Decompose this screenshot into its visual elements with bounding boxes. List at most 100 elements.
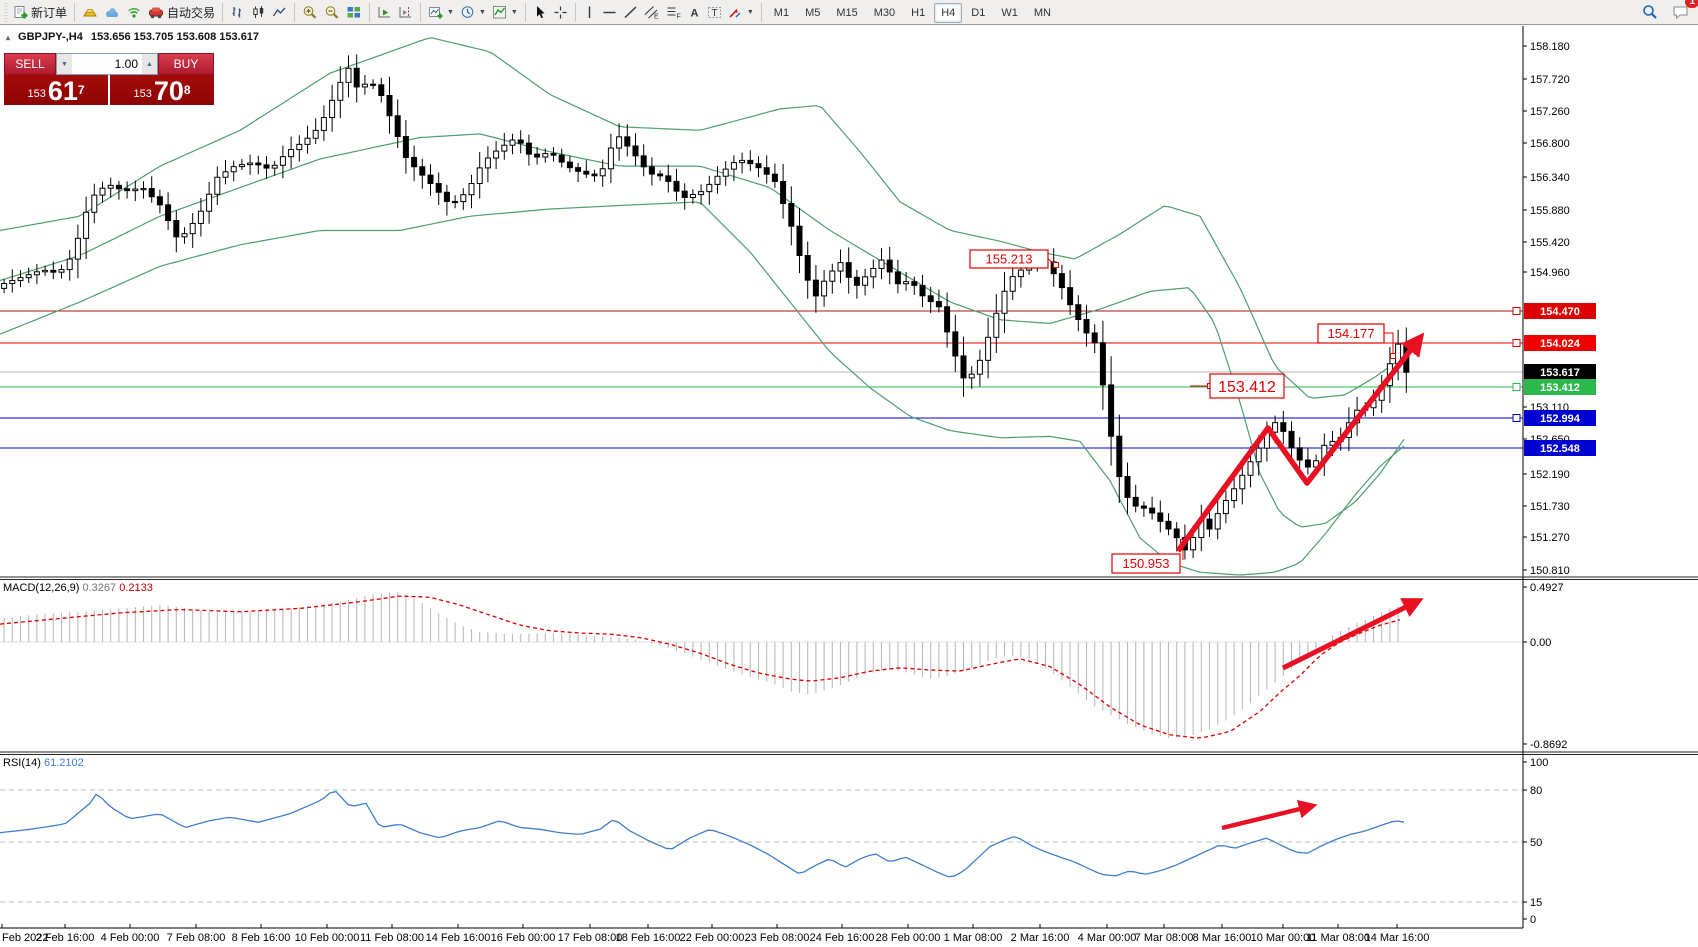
volume-decrease-button[interactable]: ▼ [57, 54, 72, 74]
sell-price-base: 153 [27, 88, 46, 100]
horizontal-line-button[interactable] [599, 1, 620, 23]
price-tick: 154.960 [1530, 267, 1570, 279]
macd-panel [0, 591, 1523, 739]
time-tick-label: 2 Mar 16:00 [1011, 932, 1070, 944]
tile-windows-button[interactable] [343, 1, 365, 23]
autotrade-button[interactable]: 自动交易 [145, 1, 218, 23]
price-callout-155213[interactable]: 155.213 [969, 249, 1059, 269]
time-tick-label: 11 Mar 08:00 [1306, 932, 1370, 944]
fibonacci-icon: F [666, 5, 682, 20]
sell-price-pip: 7 [77, 83, 85, 97]
price-callout-154177[interactable]: 154.177 [1317, 323, 1396, 359]
price-axis-label-152994: 152.994 [1512, 410, 1596, 426]
buy-button[interactable]: BUY [158, 53, 214, 75]
crosshair-icon [553, 5, 568, 20]
sell-button[interactable]: SELL [4, 53, 56, 75]
volume-box: ▼ 1.00 ▲ [56, 53, 158, 75]
zoom-out-button[interactable] [321, 1, 343, 23]
new-order-button[interactable]: 新订单 [10, 1, 70, 23]
price-tick: 156.340 [1530, 172, 1570, 184]
price-axis-label-154470: 154.470 [1512, 303, 1596, 319]
trend-arrow-main[interactable] [1175, 332, 1425, 553]
period-dropdown[interactable]: ▼ [457, 1, 489, 23]
price-callout-150953[interactable]: 150.953 [1111, 539, 1186, 574]
zoom-in-button[interactable] [299, 1, 321, 23]
main-price-panel: 155.213 154.177 153.412 150.953 [0, 37, 1523, 576]
zoom-in-icon [302, 5, 318, 20]
svg-text:155.213: 155.213 [986, 252, 1033, 267]
auto-scroll-button[interactable] [374, 1, 395, 23]
timeframe-button-w1[interactable]: W1 [1001, 7, 1018, 19]
panel-frame [0, 26, 1698, 929]
bar-chart-icon [230, 5, 245, 20]
vertical-line-icon [583, 5, 596, 20]
timeframe-button-mn[interactable]: MN [1033, 7, 1051, 19]
indicators-dropdown[interactable]: ▼ [489, 1, 521, 23]
svg-text:154.024: 154.024 [1540, 338, 1581, 350]
signal-button[interactable] [123, 1, 145, 23]
cursor-button[interactable] [530, 1, 550, 23]
svg-text:154.470: 154.470 [1540, 306, 1580, 318]
timeframe-group: M1 M5 M15 M30 H1 H4 D1 W1 MN [766, 3, 1059, 23]
indicator-labels: MACD(12,26,9) 0.3267 0.2133 RSI(14) 61.21… [3, 582, 153, 769]
chat-button[interactable]: 1 [1669, 0, 1698, 23]
arrows-icon [728, 5, 743, 20]
timeframe-button-h1[interactable]: H1 [911, 7, 926, 19]
arrows-dropdown[interactable]: ▼ [725, 1, 757, 23]
one-click-toggle-icon[interactable]: ▴ [6, 32, 11, 42]
svg-text:153.412: 153.412 [1218, 379, 1276, 396]
chevron-down-icon: ▼ [478, 8, 486, 16]
timeframe-button-m5[interactable]: M5 [805, 7, 821, 19]
timeframe-button-m30[interactable]: M30 [873, 7, 896, 19]
chevron-down-icon: ▼ [447, 8, 454, 16]
price-tick: 157.260 [1530, 106, 1570, 118]
buy-price-display[interactable]: 153 70 8 [110, 75, 214, 105]
rsi-axis-tick: 100 [1530, 757, 1548, 769]
search-button[interactable] [1639, 1, 1661, 23]
autotrade-icon [148, 5, 164, 20]
chart-shift-button[interactable] [395, 1, 416, 23]
price-callout-153412[interactable]: 153.412 [1190, 373, 1285, 399]
new-chart-dropdown[interactable]: ▼ [425, 1, 457, 23]
chat-badge: 1 [1685, 0, 1698, 8]
price-axis-label-153412: 153.412 [1512, 379, 1596, 395]
line-chart-button[interactable] [269, 1, 290, 23]
new-chart-icon [428, 5, 443, 20]
svg-text:152.548: 152.548 [1540, 443, 1580, 455]
sell-price-display[interactable]: 153 61 7 [4, 75, 108, 105]
rsi-axis-tick: 15 [1530, 897, 1542, 909]
price-tick: 151.730 [1530, 501, 1570, 513]
toolbar-separator [420, 2, 422, 22]
time-tick-label: 17 Feb 08:00 [558, 932, 623, 944]
text-button[interactable]: A [685, 1, 704, 23]
rsi-axis-tick: 0 [1530, 914, 1536, 926]
price-axis-label-152548: 152.548 [1524, 440, 1596, 456]
timeframe-button-d1[interactable]: D1 [971, 7, 986, 19]
timeframe-button-m15[interactable]: M15 [836, 7, 858, 19]
time-tick-label: 8 Mar 16:00 [1193, 932, 1252, 944]
bar-chart-button[interactable] [227, 1, 248, 23]
channel-button[interactable]: E [641, 1, 663, 23]
fibonacci-button[interactable]: F [663, 1, 685, 23]
mail-button[interactable] [101, 1, 123, 23]
timeframe-button-h4[interactable]: H4 [934, 3, 963, 23]
autotrade-label: 自动交易 [167, 5, 216, 20]
trend-arrow-rsi[interactable] [1221, 799, 1318, 831]
trend-arrow-macd[interactable] [1281, 598, 1424, 671]
text-label-button[interactable]: T [704, 1, 725, 23]
crosshair-button[interactable] [550, 1, 571, 23]
time-tick-label: 8 Feb 16:00 [232, 932, 291, 944]
timeframe-button-m1[interactable]: M1 [773, 7, 790, 19]
price-tick: 151.270 [1530, 532, 1570, 544]
time-tick-label: 14 Mar 16:00 [1365, 932, 1430, 944]
vertical-line-button[interactable] [580, 1, 599, 23]
buy-price-big: 70 [153, 76, 184, 106]
volume-increase-button[interactable]: ▲ [142, 54, 157, 74]
gold-button[interactable] [79, 1, 101, 23]
toolbar-grip[interactable] [4, 2, 8, 22]
trendline-button[interactable] [620, 1, 641, 23]
candlestick-button[interactable] [248, 1, 269, 23]
gold-icon [82, 5, 98, 20]
volume-value[interactable]: 1.00 [114, 57, 138, 71]
time-tick-label: 23 Feb 08:00 [745, 932, 810, 944]
